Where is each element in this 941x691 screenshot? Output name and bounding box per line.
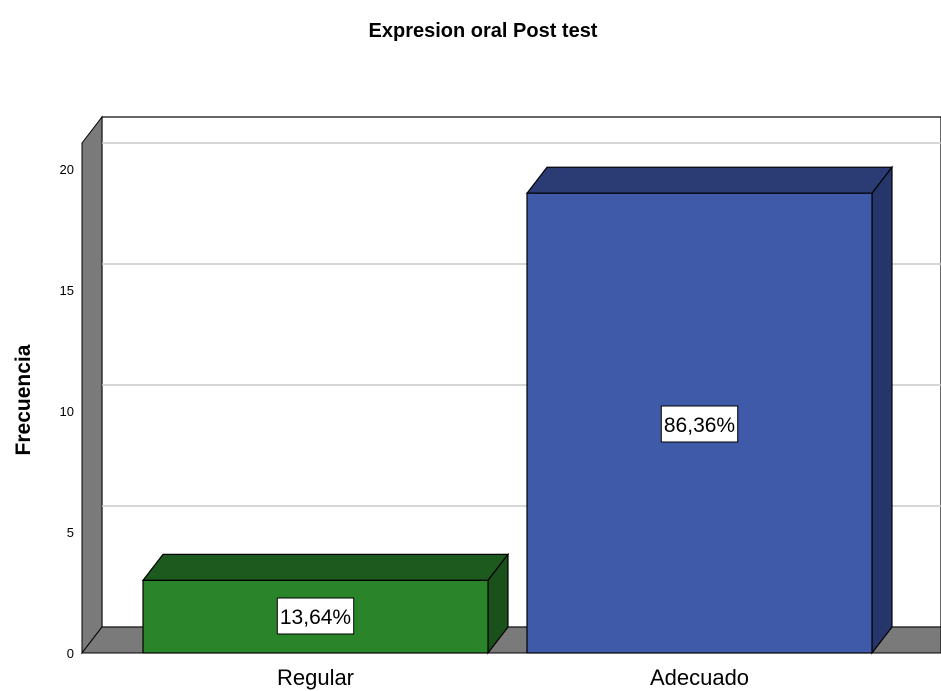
bar-side-face <box>871 165 893 655</box>
x-tick-label: Regular <box>277 665 354 690</box>
y-axis-ticks: 0 5 10 15 20 <box>60 162 74 661</box>
x-tick-label: Adecuado <box>650 665 749 690</box>
data-label-text: 86,36% <box>664 414 735 437</box>
y-axis-title: Frecuencia <box>12 344 35 455</box>
data-label-text: 13,64% <box>280 606 351 629</box>
bar-top-face <box>525 166 894 194</box>
x-axis-labels: Regular Adecuado <box>277 665 749 690</box>
chart-title: Expresion oral Post test <box>369 20 598 42</box>
y-tick-label: 0 <box>67 646 74 661</box>
bar-adecuado: 86,36% <box>525 165 894 655</box>
y-tick-label: 15 <box>60 283 74 298</box>
bar-top-face <box>141 553 510 582</box>
plot-left-wall <box>81 115 103 655</box>
y-tick-label: 20 <box>60 162 74 177</box>
bars: 13,64% 86,36% <box>141 165 894 655</box>
data-label-box <box>660 405 739 443</box>
y-tick-label: 5 <box>67 525 74 540</box>
bar-regular: 13,64% <box>141 552 510 655</box>
data-label-box <box>276 597 355 635</box>
y-tick-label: 10 <box>60 404 74 419</box>
data-label: 86,36% <box>660 405 739 443</box>
data-label: 13,64% <box>276 597 355 635</box>
